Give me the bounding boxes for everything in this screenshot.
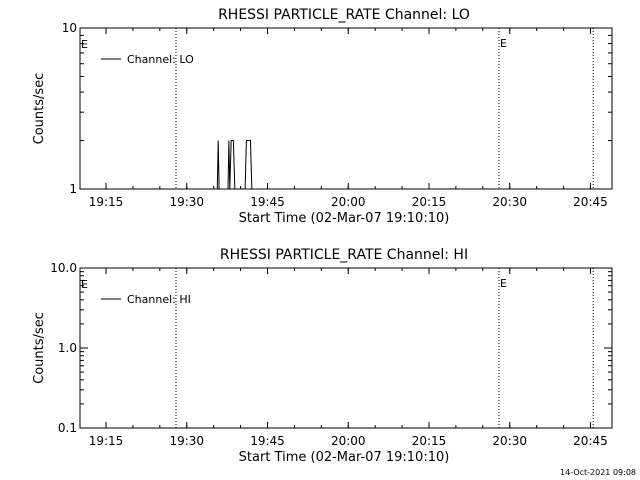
x-axis-label: Start Time (02-Mar-07 19:10:10): [239, 211, 450, 226]
x-tick-label: 20:00: [331, 434, 366, 448]
x-tick-label: 19:15: [89, 434, 124, 448]
x-tick-label: 20:15: [412, 195, 447, 209]
x-tick-label: 20:30: [492, 195, 527, 209]
chart-title: RHESSI PARTICLE_RATE Channel: HI: [220, 247, 468, 263]
x-tick-label: 20:45: [573, 195, 608, 209]
time-marker-label: E: [500, 277, 507, 290]
y-tick-label: 1: [69, 182, 77, 196]
start-marker-label: E: [81, 38, 88, 51]
y-tick-label: 10.0: [50, 261, 77, 275]
x-axis-label: Start Time (02-Mar-07 19:10:10): [239, 450, 450, 465]
x-tick-label: 20:30: [492, 434, 527, 448]
legend-label: Channel: LO: [127, 53, 194, 66]
legend-label: Channel: HI: [127, 293, 191, 306]
x-tick-label: 20:45: [573, 434, 608, 448]
series-line: [80, 140, 612, 190]
generation-timestamp: 14-Oct-2021 09:08: [560, 468, 636, 477]
x-tick-label: 19:45: [250, 434, 285, 448]
x-tick-label: 19:30: [169, 195, 204, 209]
y-axis-label: Counts/sec: [32, 73, 47, 145]
x-tick-label: 20:15: [412, 434, 447, 448]
plot-frame: [79, 267, 613, 429]
x-tick-label: 19:45: [250, 195, 285, 209]
y-tick-label: 10: [62, 21, 77, 35]
y-tick-label: 1.0: [58, 341, 77, 355]
y-axis-label: Counts/sec: [32, 312, 47, 384]
start-marker-label: E: [81, 278, 88, 291]
chart-title: RHESSI PARTICLE_RATE Channel: LO: [218, 7, 470, 23]
y-tick-label: 0.1: [58, 421, 77, 435]
x-tick-label: 20:00: [331, 195, 366, 209]
x-tick-label: 19:15: [89, 195, 124, 209]
x-tick-label: 19:30: [169, 434, 204, 448]
time-marker-label: E: [500, 37, 507, 50]
